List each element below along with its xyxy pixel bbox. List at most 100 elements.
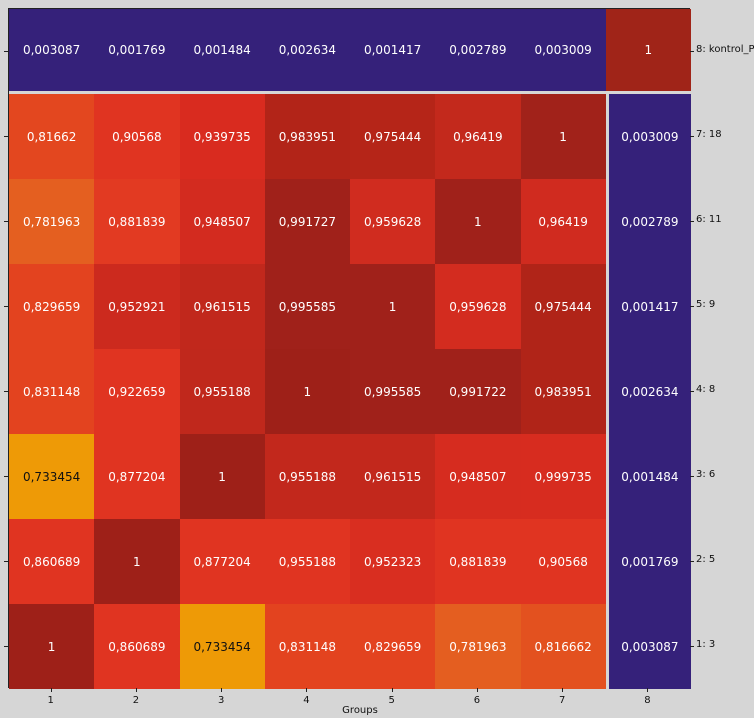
- heatmap-cell: 0,948507: [179, 179, 265, 264]
- y-tick-left: [4, 50, 8, 52]
- heatmap-cell: 0,948507: [435, 434, 521, 519]
- heatmap-cell: 1: [94, 519, 180, 604]
- y-tick-right: [690, 390, 694, 392]
- heatmap-cell: 0,877204: [179, 519, 265, 604]
- y-tick-right: [690, 50, 694, 52]
- heatmap-cell: 0,781963: [9, 179, 95, 264]
- heatmap-cell: 0,002789: [435, 9, 521, 94]
- y-tick-label: 4: 8: [696, 383, 716, 395]
- y-tick-label: 6: 11: [696, 213, 722, 225]
- heatmap-cell: 0,001769: [94, 9, 180, 94]
- heatmap-cell: 0,001484: [179, 9, 265, 94]
- heatmap-cell: 0,001484: [605, 434, 691, 519]
- heatmap-cell: 0,860689: [94, 604, 180, 689]
- heatmap-cell: 0,959628: [435, 264, 521, 349]
- heatmap-cell: 0,829659: [9, 264, 95, 349]
- heatmap-cell: 0,975444: [520, 264, 606, 349]
- heatmap-cell: 0,003009: [520, 9, 606, 94]
- x-tick: [562, 688, 564, 692]
- heatmap-cell: 0,955188: [264, 519, 350, 604]
- heatmap-cell: 1: [264, 349, 350, 434]
- x-tick: [391, 688, 393, 692]
- heatmap-cell: 0,96419: [435, 94, 521, 179]
- x-tick-label: 2: [132, 695, 140, 706]
- y-tick-label: 2: 5: [696, 553, 716, 565]
- heatmap-plot: 0,003087 0,001769 0,001484 0,002634 0,001417…: [8, 8, 691, 689]
- y-tick-right: [690, 475, 694, 477]
- heatmap-cell: 0,877204: [94, 434, 180, 519]
- heatmap-cell: 0,831148: [264, 604, 350, 689]
- heatmap-cell: 0,881839: [435, 519, 521, 604]
- heatmap-cell: 0,001417: [605, 264, 691, 349]
- y-tick-right: [690, 220, 694, 222]
- heatmap-cell: 0,001769: [605, 519, 691, 604]
- heatmap-cell: 0,829659: [350, 604, 436, 689]
- y-tick-left: [4, 475, 8, 477]
- x-tick: [135, 688, 137, 692]
- heatmap-cell: 0,952323: [350, 519, 436, 604]
- x-tick: [647, 688, 649, 692]
- x-tick: [476, 688, 478, 692]
- y-tick-label: 8: kontrol_Ps: [696, 43, 754, 55]
- y-tick-label: 1: 3: [696, 638, 716, 650]
- heatmap-cell: 0,733454: [9, 434, 95, 519]
- heatmap-cell: 0,922659: [94, 349, 180, 434]
- heatmap-cell: 0,939735: [179, 94, 265, 179]
- heatmap-cell: 0,002789: [605, 179, 691, 264]
- heatmap-cell: 0,831148: [9, 349, 95, 434]
- heatmap-cell: 1: [520, 94, 606, 179]
- heatmap-cell: 1: [9, 604, 95, 689]
- heatmap-cell: 0,003009: [605, 94, 691, 179]
- heatmap-cell: 0,90568: [520, 519, 606, 604]
- heatmap-cell: 0,860689: [9, 519, 95, 604]
- x-tick-label: 8: [644, 695, 651, 706]
- heatmap-cell: 0,961515: [350, 434, 436, 519]
- heatmap-cell: 0,995585: [264, 264, 350, 349]
- heatmap-cell: 1: [605, 9, 691, 94]
- x-tick-label: 7: [558, 695, 566, 706]
- heatmap-cell: 0,983951: [264, 94, 350, 179]
- heatmap-cell: 0,81662: [9, 94, 95, 179]
- y-tick-left: [4, 220, 8, 222]
- heatmap-cell: 0,952921: [94, 264, 180, 349]
- y-tick-right: [690, 135, 694, 137]
- heatmap-cell: 0,881839: [94, 179, 180, 264]
- y-tick-left: [4, 135, 8, 137]
- x-tick-label: 3: [217, 695, 225, 706]
- heatmap-cell: 0,002634: [605, 349, 691, 434]
- heatmap-cell: 0,955188: [179, 349, 265, 434]
- x-tick: [50, 688, 52, 692]
- x-tick: [221, 688, 223, 692]
- y-tick-label: 7: 18: [696, 128, 722, 140]
- heatmap-cell: 1: [179, 434, 265, 519]
- heatmap-cell: 0,781963: [435, 604, 521, 689]
- heatmap-cell: 0,003087: [605, 604, 691, 689]
- heatmap-cell: 0,983951: [520, 349, 606, 434]
- heatmap-cell: 0,995585: [350, 349, 436, 434]
- y-tick-left: [4, 305, 8, 307]
- heatmap-cell: 0,959628: [350, 179, 436, 264]
- heatmap-cell: 0,991722: [435, 349, 521, 434]
- heatmap-cell: 1: [435, 179, 521, 264]
- y-tick-left: [4, 390, 8, 392]
- x-axis-label: Groups: [342, 705, 378, 716]
- x-tick-label: 6: [473, 695, 481, 706]
- heatmap-cell: 0,001417: [350, 9, 436, 94]
- y-tick-left: [4, 645, 8, 647]
- heatmap-cell: 0,999735: [520, 434, 606, 519]
- heatmap-cell: 0,955188: [264, 434, 350, 519]
- heatmap-cell: 0,816662: [520, 604, 606, 689]
- y-tick-label: 3: 6: [696, 468, 716, 480]
- y-tick-left: [4, 560, 8, 562]
- y-tick-right: [690, 560, 694, 562]
- heatmap-cell: 0,961515: [179, 264, 265, 349]
- x-tick: [306, 688, 308, 692]
- y-tick-right: [690, 305, 694, 307]
- heatmap-cell: 0,975444: [350, 94, 436, 179]
- heatmap-cell: 0,002634: [264, 9, 350, 94]
- x-tick-label: 5: [388, 695, 395, 706]
- heatmap-cell: 0,96419: [520, 179, 606, 264]
- heatmap-cell: 1: [350, 264, 436, 349]
- x-tick-label: 1: [47, 695, 54, 706]
- heatmap-cell: 0,733454: [179, 604, 265, 689]
